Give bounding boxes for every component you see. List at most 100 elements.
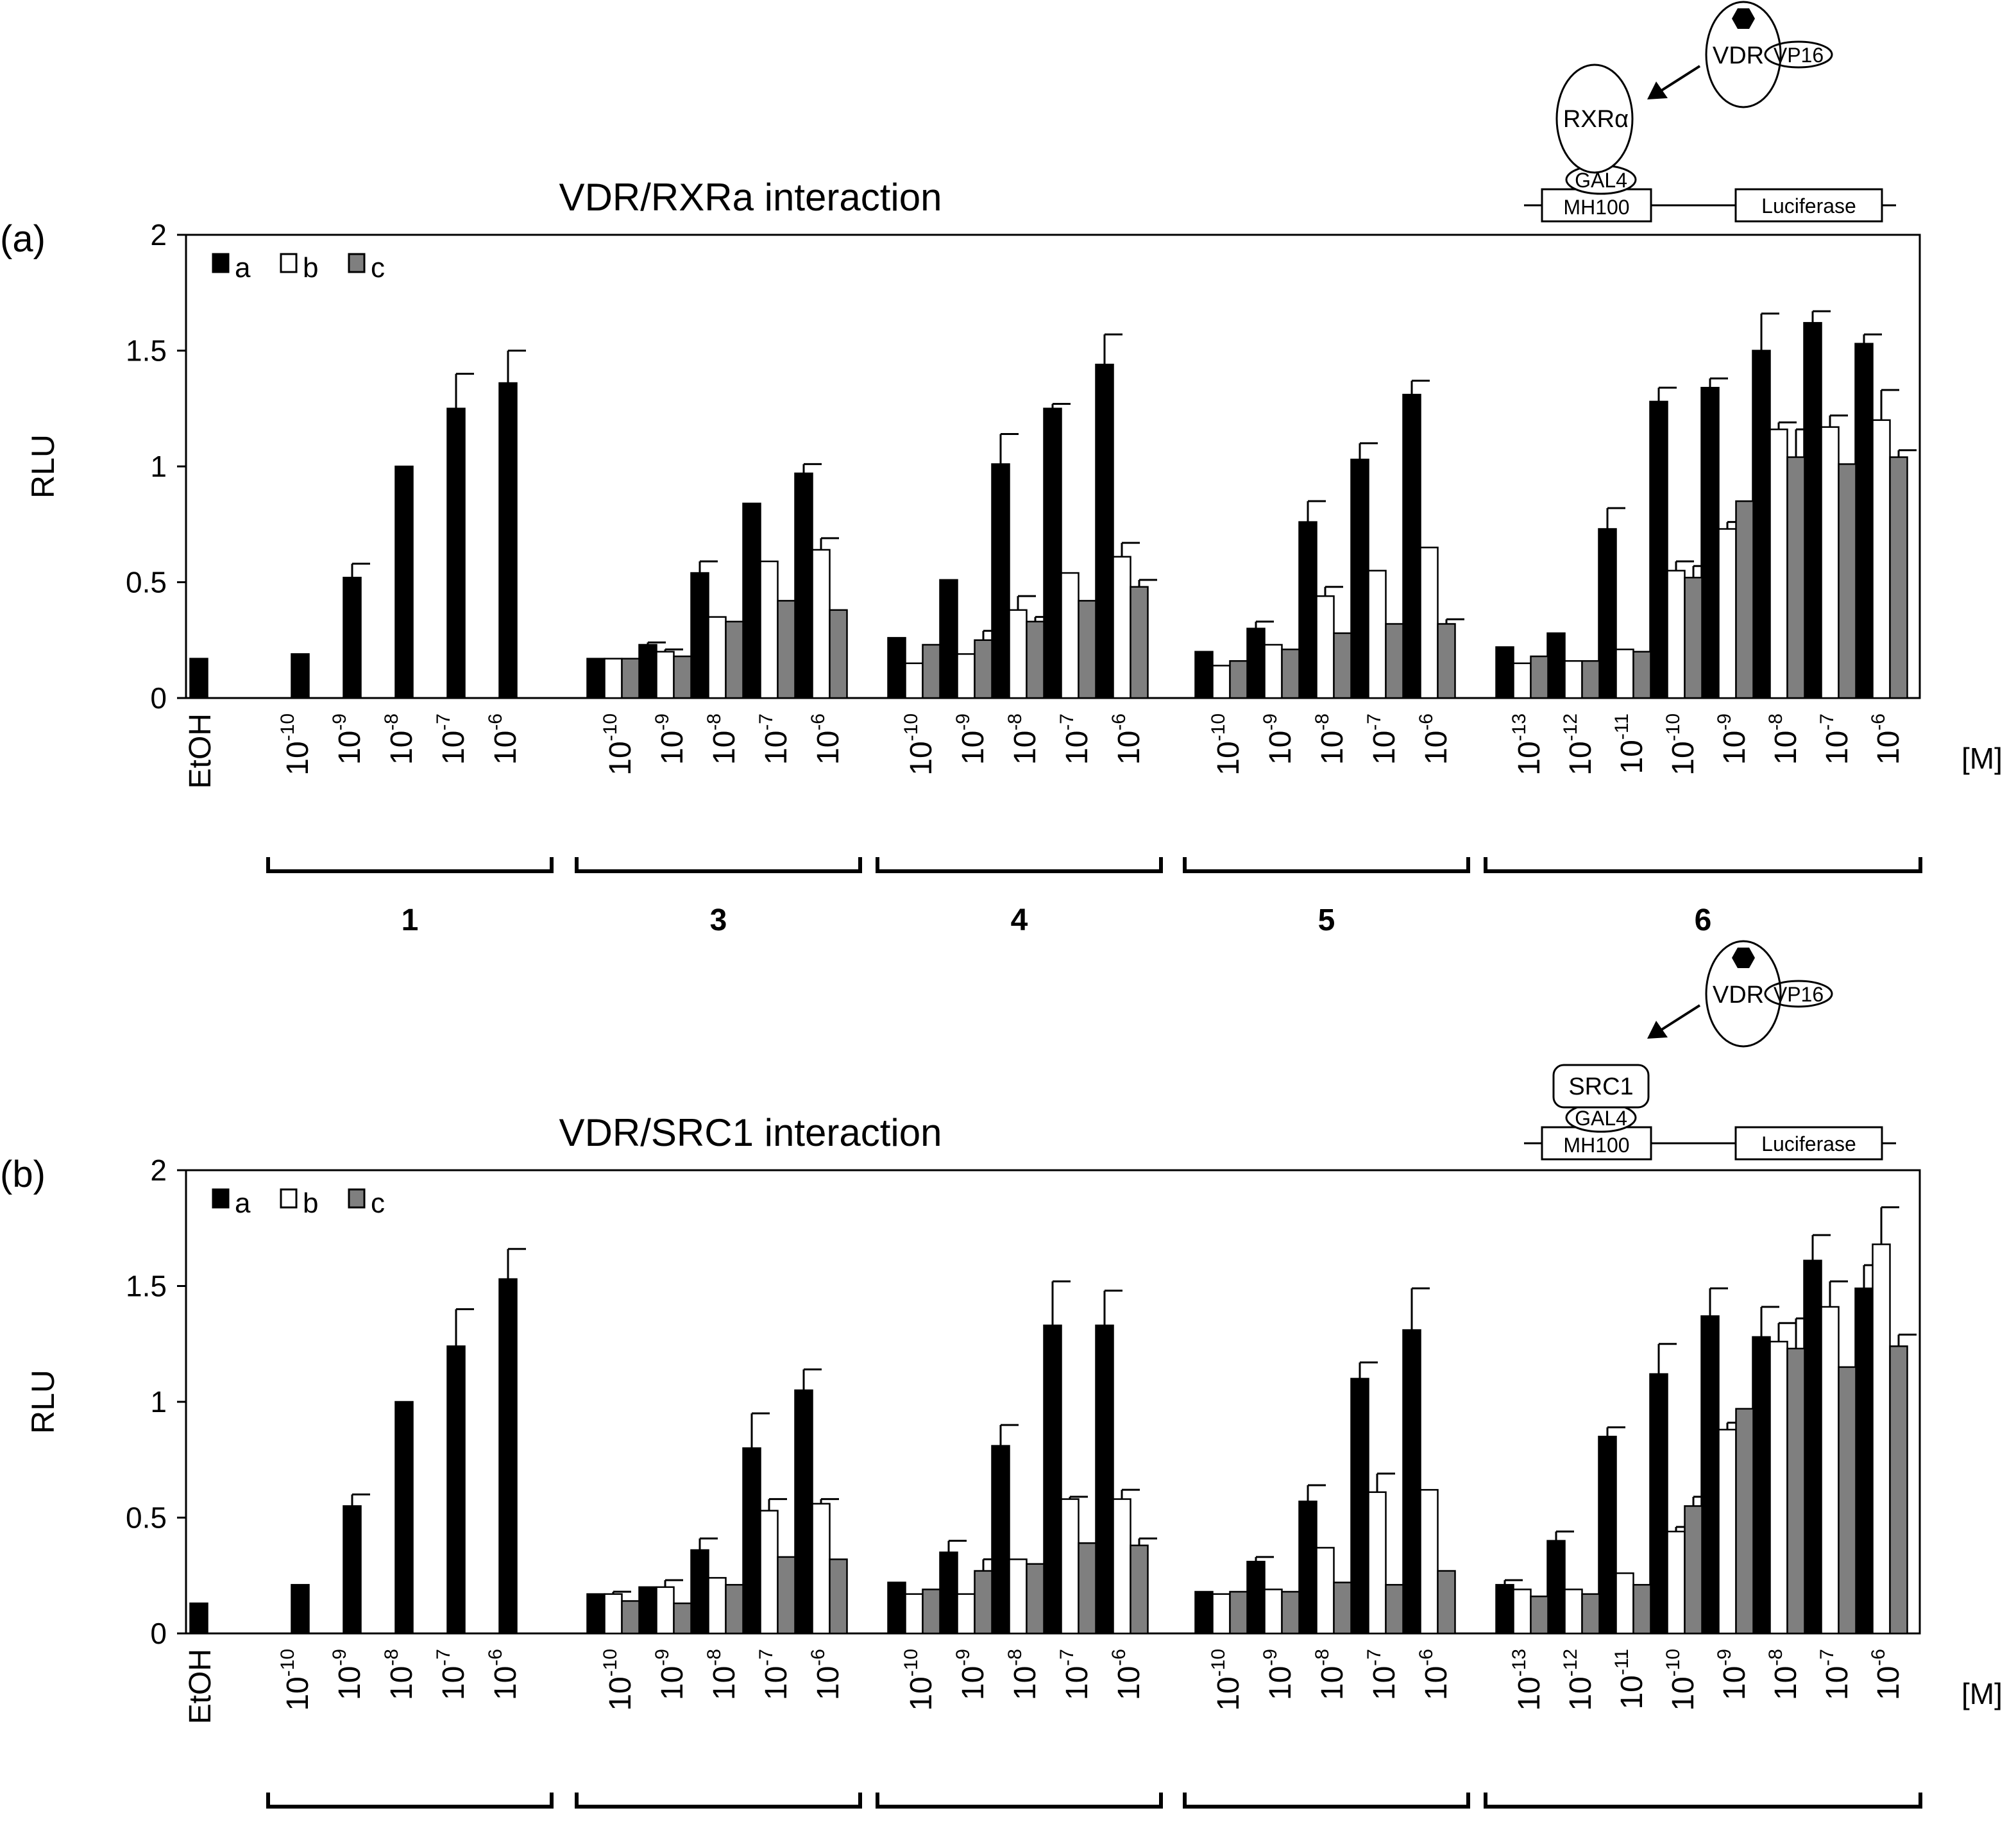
x-tick-label: 10-7 [1056,1649,1094,1700]
bar-g6-b-7 [1872,419,1891,699]
bar-g6-a-5 [1752,350,1771,699]
ligand-hexagon [1732,948,1755,968]
group-label: 4 [1011,903,1028,937]
vdr-ellipse [1705,940,1782,1048]
bar-g6-b-1 [1564,660,1583,699]
bar-g5-c-3 [1385,623,1404,699]
x-tick-label: 10-9 [652,1649,690,1700]
panel-label: (b) [0,1154,46,1195]
bar-etoh-a [189,1602,208,1635]
bar-g6-c-5 [1786,1347,1806,1635]
group-label: 5 [1318,1839,1335,1840]
bar-g3-c-2 [725,1583,744,1635]
x-tick-label: 10-9 [329,1649,367,1700]
bar-g5-a-2 [1298,521,1317,699]
bar-g3-b-3 [759,560,779,699]
bar-g3-a-4 [794,472,813,699]
bar-g4-c-2 [1026,620,1045,699]
bar-g6-b-4 [1718,528,1737,699]
bar-g3-c-1 [673,655,692,699]
group-label: 4 [1011,1839,1028,1840]
bar-g3-b-2 [707,616,727,699]
x-tick-label: 10-10 [1208,1649,1246,1711]
reporter-box [1734,188,1883,223]
bar-g6-c-5 [1786,456,1806,699]
bar-g1-a-3 [446,1345,466,1635]
bar-g6-a-6 [1803,321,1822,699]
bar-g6-b-0 [1512,662,1532,699]
bar-g6-c-2 [1632,651,1652,699]
bar-g4-a-4 [1095,363,1114,699]
x-tick-label: 10-8 [1312,1649,1350,1700]
vp16-label: VP16 [1774,44,1824,67]
bar-g3-c-0 [621,658,640,699]
bar-g4-b-2 [1008,609,1028,699]
bar-g1-a-1 [343,577,362,699]
bar-g3-c-1 [673,1602,692,1635]
partner-ellipse [1555,64,1634,174]
bar-g4-c-4 [1130,586,1149,699]
group-bracket [876,857,1163,873]
unit-label: [M] [1961,742,2003,775]
x-tick-label: 10-11 [1611,713,1649,774]
x-tick-label: 10-9 [1714,1649,1752,1700]
chart-title: VDR/SRC1 interaction [559,1111,942,1154]
x-tick-label: 10-7 [1817,1649,1854,1700]
bar-g3-b-1 [656,1586,675,1635]
bar-g5-c-4 [1437,623,1456,699]
x-tick-label: 10-10 [1663,1649,1700,1711]
bar-g6-c-6 [1838,1366,1857,1635]
binding-arrowhead [1647,81,1668,99]
bar-g3-b-3 [759,1510,779,1635]
legend-swatch-a [212,253,230,273]
bar-g4-b-1 [956,1593,976,1635]
x-tick-label: 10-8 [704,1649,741,1700]
bar-g5-b-2 [1316,1547,1335,1635]
bar-g6-b-0 [1512,1589,1532,1635]
bar-g4-a-0 [887,636,906,699]
bar-g6-b-3 [1666,1530,1686,1635]
x-tick-label: 10-10 [1663,713,1700,776]
bar-g4-c-2 [1026,1563,1045,1635]
x-tick-label: 10-11 [1611,1649,1649,1710]
reporter-label: Luciferase [1761,194,1856,217]
x-tick-label: 10-9 [652,713,690,765]
assay-diagram: MH100 Luciferase GAL4 SRC1 VDR VP16 [1524,940,1896,1161]
bar-g4-c-3 [1078,1542,1097,1635]
legend-swatch-a [212,1188,230,1209]
vp16-label: VP16 [1774,983,1824,1006]
bar-g4-b-3 [1060,1498,1080,1635]
bar-g1-a-2 [394,1401,414,1635]
bar-g3-a-2 [690,1549,709,1635]
bar-g3-b-1 [656,651,675,699]
y-tick-label: 0 [150,681,167,715]
bar-g1-a-0 [291,653,310,699]
bar-g3-a-2 [690,572,709,699]
bar-g1-a-1 [343,1505,362,1635]
x-tick-label: 10-7 [756,1649,793,1700]
group-bracket [1183,857,1470,873]
bar-g1-a-0 [291,1583,310,1635]
x-tick-label: 10-8 [1765,1649,1803,1700]
reporter-label: Luciferase [1761,1132,1856,1155]
group-bracket [266,857,554,873]
x-tick-label: 10-9 [953,713,990,765]
x-tick-label: 10-10 [901,713,938,776]
bar-g3-b-4 [811,549,831,699]
x-tick-label: 10-9 [1260,713,1298,765]
bar-g6-b-6 [1820,1306,1840,1635]
bar-g3-b-0 [604,658,623,699]
bar-g3-c-3 [777,1556,796,1635]
bar-g6-a-3 [1649,1373,1668,1635]
bar-g3-c-4 [829,1558,848,1635]
bar-g5-b-4 [1419,547,1439,699]
bar-g3-a-4 [794,1389,813,1635]
bar-g5-a-3 [1350,1377,1369,1635]
bar-g3-c-2 [725,620,744,699]
bar-g6-a-7 [1854,343,1874,699]
x-tick-label: 10-6 [485,713,523,765]
x-tick-label: 10-8 [1765,713,1803,765]
bar-g4-c-0 [922,643,941,699]
bar-g5-c-1 [1281,648,1300,699]
bar-g6-c-2 [1632,1583,1652,1635]
